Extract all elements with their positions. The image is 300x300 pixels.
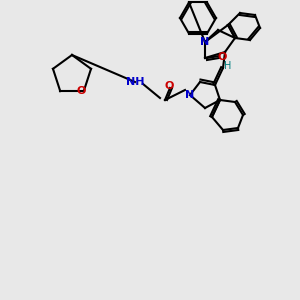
Text: O: O	[164, 81, 174, 91]
Text: O: O	[76, 86, 86, 96]
Text: N: N	[185, 90, 195, 100]
Text: O: O	[217, 52, 227, 62]
Text: N: N	[200, 37, 210, 47]
Text: NH: NH	[126, 77, 144, 87]
Text: H: H	[224, 61, 232, 71]
